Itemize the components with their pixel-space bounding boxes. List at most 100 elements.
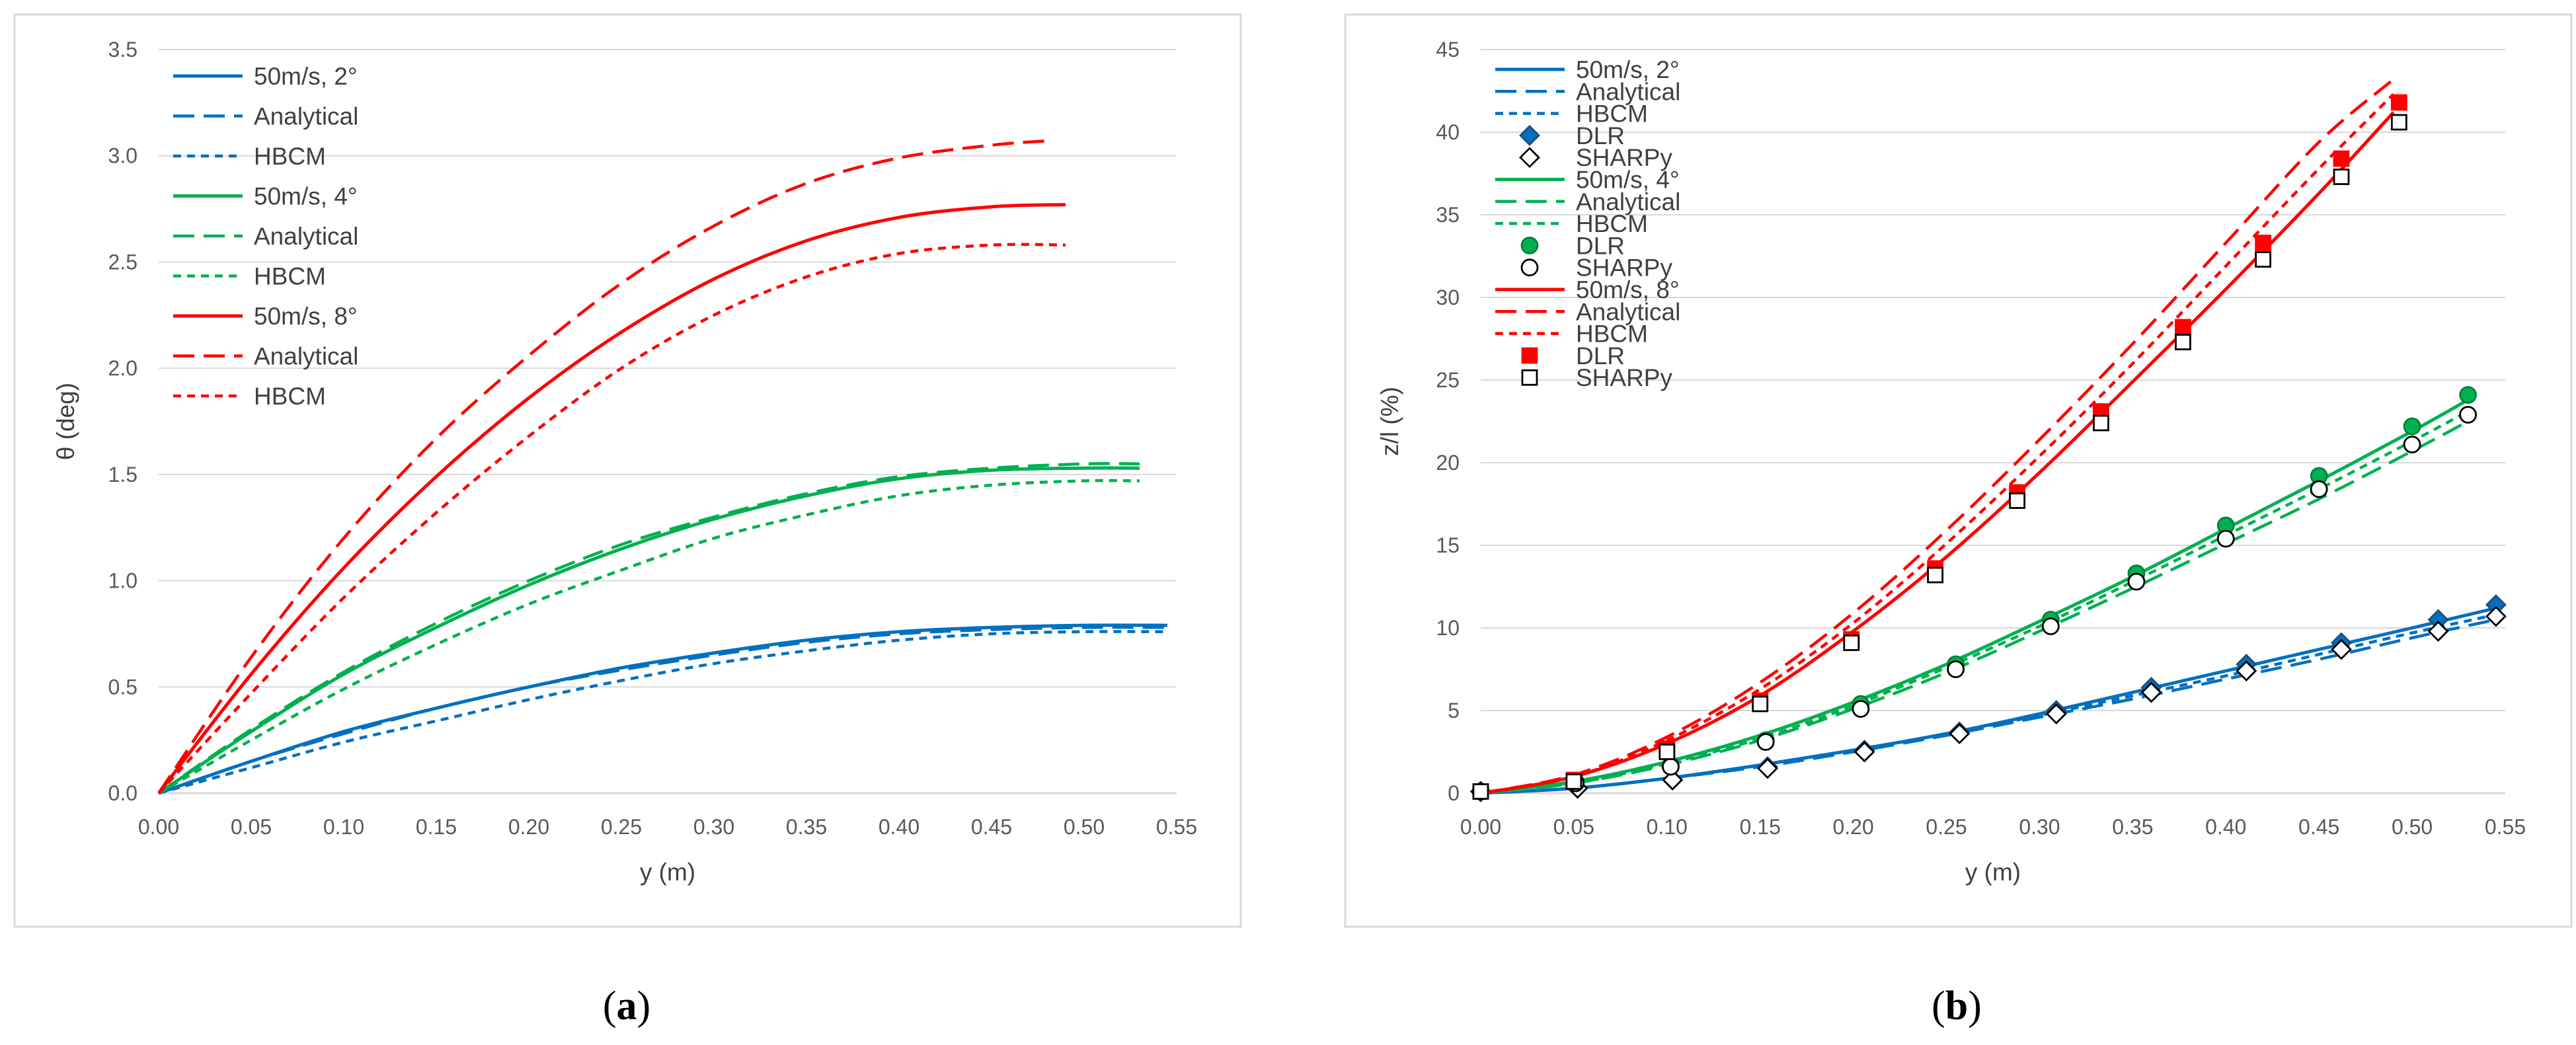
data-point [1472, 783, 1489, 800]
data-point [2216, 529, 2235, 548]
chart-panel-b: 0 5 10 15 20 25 30 35 40 45 0.00 0.05 0.10 0.15 0.20 0.… [1376, 38, 2526, 886]
data-point [2333, 169, 2350, 185]
x-tick-label: 0.05 [231, 815, 272, 839]
legend-label: HBCM [1576, 100, 1648, 128]
data-point [2140, 681, 2162, 703]
data-point [1662, 757, 1680, 776]
legend-label: 50m/s, 8° [254, 303, 358, 330]
legend-label: HBCM [1576, 321, 1648, 348]
series-line [157, 479, 1140, 794]
y-tick-label: 20 [1436, 451, 1460, 475]
x-tick-label: 0.10 [1647, 815, 1688, 839]
y-tick-label: 35 [1436, 203, 1460, 227]
y-axis-label: θ (deg) [52, 383, 79, 460]
x-tick-label: 0.25 [601, 815, 642, 839]
series-line [1480, 410, 2469, 795]
data-point [1927, 566, 1944, 584]
panel-b-frame [1344, 13, 2573, 928]
data-point [2310, 480, 2328, 498]
data-point [1659, 744, 1676, 760]
data-point [2427, 621, 2449, 642]
y-tick-label: 40 [1436, 120, 1460, 144]
x-axis-label: y (m) [1965, 859, 2021, 886]
series-line [158, 625, 1168, 795]
data-point [2255, 235, 2272, 251]
data-point [1757, 757, 1778, 779]
x-tick-label: 0.40 [2205, 815, 2246, 839]
y-tick-label: 5 [1448, 699, 1460, 722]
legend-marker [1519, 124, 1540, 146]
data-point [2045, 703, 2067, 724]
legend-label: Analytical [1576, 188, 1680, 215]
x-tick-label: 0.05 [1553, 815, 1594, 839]
series-line [1480, 613, 2497, 795]
data-point [1949, 723, 1971, 744]
legend-label: HBCM [254, 383, 326, 410]
data-point [2403, 436, 2421, 453]
series-line [1480, 618, 2497, 795]
x-tick-label: 0.55 [2485, 815, 2526, 839]
x-tick-label: 0.30 [693, 815, 734, 839]
series-line [157, 139, 1048, 794]
series-sharpy-markers [1472, 114, 2407, 800]
chart-panel-a: 0.0 0.5 1.0 1.5 2.0 2.5 3.0 3.5 0.00 0.05 0.10 0.15… [52, 38, 1197, 886]
data-point [1752, 695, 1769, 713]
legend-label: HBCM [254, 143, 326, 170]
x-tick-label: 0.35 [2112, 815, 2153, 839]
data-point [2175, 334, 2191, 350]
data-point [2390, 94, 2407, 111]
series-line [157, 462, 1140, 794]
x-tick-label: 0.15 [1740, 815, 1781, 839]
data-point [2390, 114, 2407, 131]
legend-label: 50m/s, 4° [1576, 167, 1680, 194]
y-tick-label: 0 [1448, 781, 1460, 805]
x-axis-label: y (m) [640, 859, 695, 886]
legend-label: Analytical [1576, 78, 1680, 105]
x-tick-label: 0.50 [2392, 815, 2433, 839]
legend-marker [1521, 369, 1538, 386]
y-tick-label: 30 [1436, 286, 1460, 309]
data-point [1756, 733, 1775, 751]
data-point [1947, 660, 1965, 678]
y-tick-label: 25 [1436, 368, 1460, 392]
y-tick-label: 0.0 [108, 781, 137, 805]
x-tick-label: 0.20 [508, 815, 549, 839]
series-line [158, 623, 1168, 795]
data-point [1565, 773, 1582, 790]
data-point [2041, 617, 2060, 635]
y-tick-label: 2.0 [108, 356, 137, 380]
data-point [2127, 572, 2146, 591]
y-tick-label: 10 [1436, 616, 1460, 640]
legend-label: 50m/s, 2° [254, 63, 358, 90]
legend-label: 50m/s, 4° [254, 183, 358, 210]
series-line [1480, 78, 2395, 795]
series-line [157, 243, 1066, 794]
y-tick-label: 2.5 [108, 250, 137, 274]
data-point [2459, 386, 2478, 404]
x-tick-label: 0.45 [2298, 815, 2339, 839]
x-tick-label: 0.35 [786, 815, 827, 839]
panel-label-a: (a) [603, 984, 650, 1028]
data-point [2255, 251, 2272, 268]
y-tick-label: 3.0 [108, 144, 137, 168]
data-point [1852, 700, 1870, 718]
series-line [157, 203, 1066, 794]
legend-label: HBCM [1576, 210, 1648, 237]
panel-a-frame [13, 13, 1242, 928]
data-point [2485, 605, 2507, 627]
legend-label: Analytical [254, 343, 358, 370]
panel-label-b: (b) [1932, 984, 1982, 1028]
legend-label: SHARPy [1576, 144, 1672, 171]
y-tick-label: 1.5 [108, 463, 137, 486]
legend-marker [1521, 347, 1538, 364]
legend-label: 50m/s, 8° [1576, 276, 1680, 303]
x-tick-label: 0.00 [1460, 815, 1501, 839]
legend-label: HBCM [254, 263, 326, 290]
x-tick-label: 0.25 [1926, 815, 1967, 839]
data-point [2236, 660, 2257, 681]
data-point [1662, 769, 1684, 791]
y-axis-label: z/l (%) [1376, 387, 1403, 456]
legend-label: Analytical [1576, 298, 1680, 325]
x-tick-label: 0.20 [1832, 815, 1873, 839]
legend-label: DLR [1576, 342, 1625, 369]
